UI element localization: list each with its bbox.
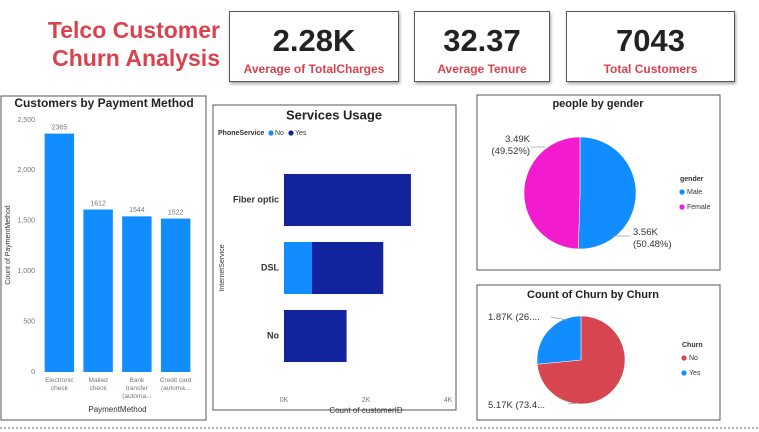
y-tick-label: Fiber optic <box>233 194 279 204</box>
y-tick-label: No <box>267 330 279 340</box>
pie-slice <box>536 315 582 365</box>
legend-marker <box>679 204 685 210</box>
kpi-label: Average of TotalCharges <box>243 62 385 76</box>
kpi-value: 2.28K <box>272 23 356 58</box>
y-tick-label: 500 <box>23 318 35 325</box>
bar-segment <box>311 242 384 294</box>
legend-label: Male <box>687 189 702 196</box>
chart-title: Services Usage <box>286 107 382 122</box>
x-tick-label: Mailed check <box>88 377 108 392</box>
legend-label: Female <box>687 204 710 211</box>
bar-segment <box>284 310 347 362</box>
pie-slice <box>523 136 581 250</box>
legend-marker <box>681 370 687 376</box>
kpi-card: 32.37 Average Tenure <box>414 11 550 82</box>
data-label: 1544 <box>129 207 145 214</box>
y-tick-label: DSL <box>261 262 280 272</box>
legend-title: PhoneService <box>218 130 264 137</box>
legend-label: No <box>689 355 698 362</box>
x-tick-label: 4K <box>444 397 453 404</box>
y-tick-label: 0 <box>31 369 35 376</box>
bar-segment <box>284 174 411 226</box>
dashboard-title: Telco Customer Churn Analysis <box>47 17 220 71</box>
kpi-label: Total Customers <box>603 62 698 76</box>
pie-slice <box>578 136 637 250</box>
legend-label: Yes <box>689 370 701 377</box>
bar <box>44 133 75 372</box>
legend-label: Yes <box>295 130 307 137</box>
legend-marker <box>681 355 687 361</box>
leader-line <box>550 316 568 321</box>
kpi-label: Average Tenure <box>437 62 527 76</box>
data-label: 3.49K (49.52%) <box>491 134 530 157</box>
y-tick-label: 1,500 <box>17 218 35 225</box>
leader-line <box>567 402 579 405</box>
data-label: 3.56K (50.48%) <box>633 227 672 250</box>
data-label: 1.87K (26.... <box>488 312 540 323</box>
chart-title: people by gender <box>552 98 644 110</box>
kpi-value: 7043 <box>616 23 685 58</box>
y-tick-label: 2,000 <box>17 167 35 174</box>
legend-label: No <box>275 130 284 137</box>
data-label: 5.17K (73.4... <box>488 400 546 411</box>
kpi-value: 32.37 <box>443 23 521 58</box>
kpi-card: 2.28K Average of TotalCharges <box>229 11 399 82</box>
legend-marker <box>288 130 294 136</box>
chart-title: Customers by Payment Method <box>14 96 193 110</box>
bar <box>122 216 152 372</box>
legend-marker <box>268 130 274 136</box>
legend-marker <box>679 189 685 195</box>
x-tick-label: 0K <box>280 397 289 404</box>
data-label: 2365 <box>52 124 68 131</box>
y-axis-title: Count of PaymentMethod <box>5 205 12 284</box>
x-tick-label: Electronic check <box>45 377 74 392</box>
y-tick-label: 1,000 <box>17 268 35 275</box>
kpi-card: 7043 Total Customers <box>566 11 735 82</box>
x-tick-label: Bank transfer (automa... <box>122 377 152 400</box>
chart-title: Count of Churn by Churn <box>527 289 659 301</box>
x-tick-label: Credit card (automa... <box>159 377 192 392</box>
y-tick-label: 2,500 <box>17 117 35 124</box>
bar-segment <box>284 242 312 294</box>
x-axis-title: PaymentMethod <box>88 405 146 414</box>
data-label: 1612 <box>90 200 106 207</box>
y-axis-title: InternetService <box>219 244 226 291</box>
legend-title: gender <box>680 176 704 183</box>
x-tick-label: 2K <box>362 397 371 404</box>
data-label: 1522 <box>168 209 184 216</box>
legend-title: Churn <box>682 342 703 349</box>
x-axis-title: Count of customerID <box>329 406 403 415</box>
bar <box>83 209 113 372</box>
bar <box>160 218 191 372</box>
